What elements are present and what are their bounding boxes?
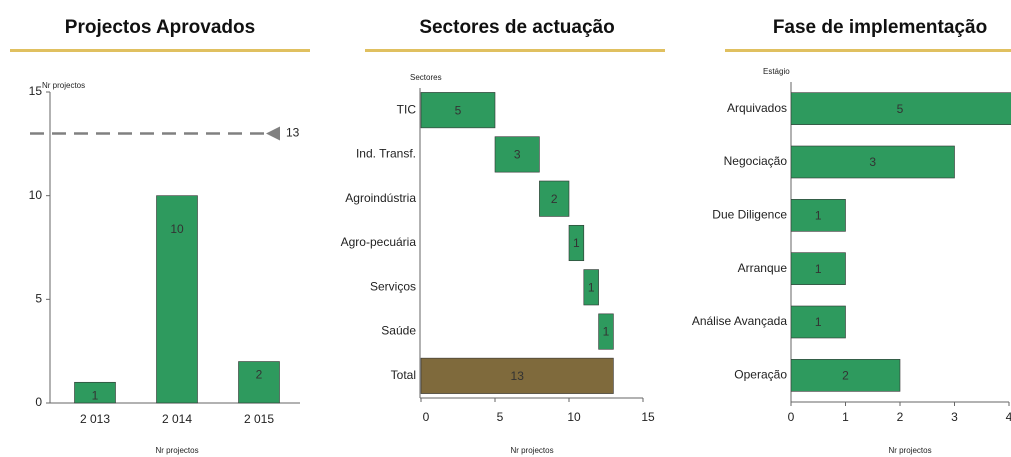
x-tick-label: 15 [641,410,655,424]
category-label: Arquivados [727,101,787,115]
value-label: 5 [455,103,462,117]
value-label: 2 [256,368,263,382]
category-label: Arranque [738,261,788,275]
bar [791,199,846,232]
bar [791,305,846,339]
title-underline [365,49,665,52]
value-label: 2 [551,192,558,206]
y-axis-label: Estágio [763,67,790,76]
y-tick-label: 10 [29,188,43,202]
value-label: 2 [842,369,849,383]
x-tick-label: 3 [951,410,958,424]
y-axis-label: Sectores [410,73,442,82]
y-tick-label: 5 [35,292,42,306]
bar [791,359,901,392]
title-underline [725,49,1011,52]
y-tick-label: 15 [29,84,43,98]
value-label: 1 [603,325,610,339]
chart-title: Fase de implementação [773,17,987,38]
bar [598,313,614,350]
category-label: Due Diligence [712,208,787,222]
x-tick-label: 2 [897,410,904,424]
x-tick-label: 10 [567,410,581,424]
x-tick-label: 2 014 [162,412,192,426]
value-label: 1 [815,315,822,329]
chart-title: Projectos Aprovados [65,17,255,38]
bar [156,195,198,404]
bar [494,136,540,173]
x-tick-label: 1 [842,410,849,424]
value-label: 10 [170,222,184,236]
x-tick-label: 0 [788,410,795,424]
value-label: 1 [815,209,822,223]
x-tick-label: 0 [423,410,430,424]
bar [791,145,955,179]
y-tick-label: 0 [35,395,42,409]
bar [539,180,570,217]
bar [420,357,614,394]
x-tick-label: 2 013 [80,412,110,426]
y-axis-label: Nr projectos [42,81,85,90]
category-label: Negociação [724,154,788,168]
category-label: Análise Avançada [692,314,788,328]
value-label: 1 [815,262,822,276]
value-label: 3 [869,155,876,169]
category-label: Agro-pecuária [341,235,417,249]
category-label: Total [391,368,416,382]
category-label: Saúde [381,324,416,338]
bar [74,381,116,404]
value-label: 1 [573,236,580,250]
target-marker [266,126,280,141]
bar [583,269,599,306]
x-axis-label: Nr projectos [510,446,553,455]
x-axis-label: Nr projectos [888,446,931,455]
chart-title: Sectores de actuação [419,17,614,38]
value-label: 5 [897,102,904,116]
bar [238,361,280,404]
bar [420,92,496,129]
value-label: 13 [511,369,525,383]
category-label: TIC [397,102,417,116]
x-tick-label: 4 [1006,410,1011,424]
x-axis-label: Nr projectos [155,446,198,455]
value-label: 1 [588,280,595,294]
category-label: Agroindústria [345,191,416,205]
x-tick-label: 2 015 [244,412,274,426]
category-label: Ind. Transf. [356,147,416,161]
bar [791,252,846,285]
category-label: Serviços [370,279,416,293]
value-label: 3 [514,148,521,162]
bar [791,92,1011,125]
value-label: 1 [92,388,99,402]
title-underline [10,49,310,52]
x-tick-label: 5 [497,410,504,424]
category-label: Operação [734,368,787,382]
bar [568,224,585,262]
target-label: 13 [286,126,300,140]
